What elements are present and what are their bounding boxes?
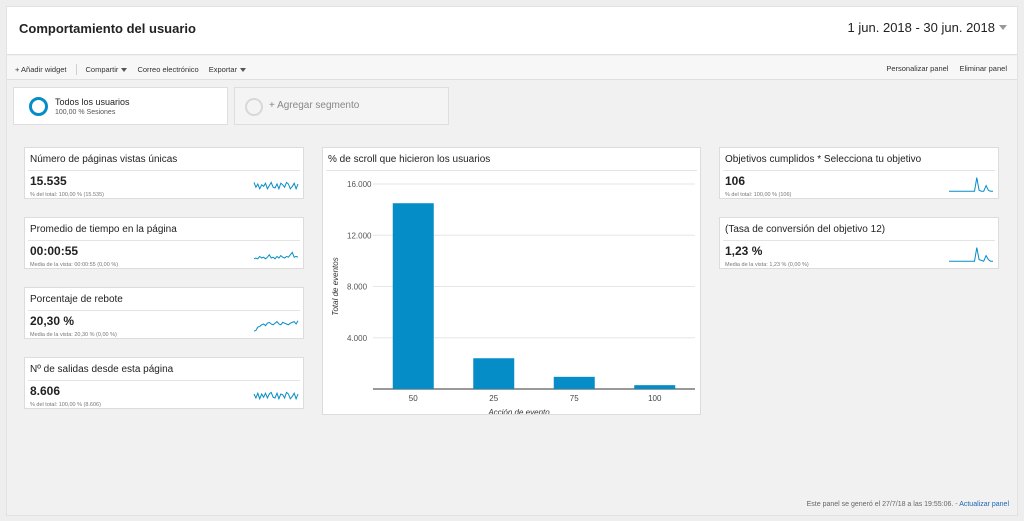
- segment-all-users[interactable]: Todos los usuarios 100,00 % Sesiones: [13, 87, 228, 125]
- scroll-chart-widget: % de scroll que hicieron los usuarios 50…: [322, 147, 701, 415]
- widget-title: Objetivos cumplidos * Selecciona tu obje…: [725, 154, 922, 165]
- y-axis-title: Total de eventos: [331, 257, 340, 315]
- widget-divider: [723, 170, 995, 171]
- email-button[interactable]: Correo electrónico: [137, 65, 199, 74]
- chevron-down-icon: [121, 68, 128, 73]
- bar-75: [553, 376, 595, 389]
- sparkline-series: [253, 251, 299, 260]
- widget-title: % de scroll que hicieron los usuarios: [328, 154, 491, 165]
- widget-divider: [28, 240, 300, 241]
- metric-widget: Porcentaje de rebote 20,30 % Media de la v…: [24, 287, 304, 339]
- chevron-down-icon: [240, 68, 247, 73]
- sparkline-series: [253, 320, 299, 332]
- date-range-label: 1 jun. 2018 - 30 jun. 2018: [847, 20, 995, 35]
- widget-title: Nº de salidas desde esta página: [30, 364, 174, 375]
- y-tick-label: 8.000: [347, 283, 368, 292]
- footer-text: Este panel se generó el 27/7/18 a las 19…: [806, 501, 958, 508]
- bar-chart: 50 25 75 100 4.000 8.000 12.000 16.000 Acción de…: [331, 180, 695, 414]
- sparkline-series: [253, 391, 299, 401]
- metric-subtext: Media de la vista: 1,23 % (0,00 %): [725, 262, 809, 268]
- toolbar-divider: [75, 64, 77, 75]
- metric-widget: Nº de salidas desde esta página 8.606 % de…: [24, 357, 304, 409]
- y-tick-label: 16.000: [347, 180, 372, 189]
- segment-detail: 100,00 % Sesiones: [55, 109, 116, 116]
- metric-value: 106: [725, 174, 746, 188]
- sparkline: [253, 181, 299, 191]
- sparkline-series: [949, 247, 993, 262]
- metric-value: 20,30 %: [30, 314, 75, 328]
- segment-ring-icon: [29, 97, 48, 116]
- export-label: Exportar: [208, 65, 238, 74]
- x-axis-title: Acción de evento: [487, 408, 550, 414]
- x-tick-label: 50: [409, 394, 418, 403]
- metric-value: 15.535: [30, 174, 67, 188]
- metric-subtext: Media de la vista: 20,30 % (0,00 %): [30, 332, 117, 338]
- bar-25: [473, 358, 515, 389]
- dashboard-page: Comportamiento del usuario 1 jun. 2018 -…: [6, 6, 1018, 516]
- sparkline-series: [253, 181, 299, 191]
- sparkline: [253, 320, 299, 332]
- widget-divider: [28, 380, 300, 381]
- metric-subtext: % del total: 100,00 % (8.606): [30, 402, 101, 408]
- widget-title: Número de páginas vistas únicas: [30, 154, 178, 165]
- export-button[interactable]: Exportar: [208, 65, 247, 74]
- widget-divider: [28, 170, 300, 171]
- share-label: Compartir: [85, 65, 119, 74]
- chevron-down-icon: [999, 25, 1007, 30]
- sparkline: [949, 247, 993, 262]
- page-title: Comportamiento del usuario: [19, 21, 196, 36]
- widget-title: (Tasa de conversión del objetivo 12): [725, 224, 886, 235]
- metric-widget: Número de páginas vistas únicas 15.535 % d…: [24, 147, 304, 199]
- add-segment-button[interactable]: + Agregar segmento: [234, 87, 449, 125]
- sparkline: [949, 177, 993, 192]
- x-tick-label: 100: [648, 394, 662, 403]
- widget-divider: [28, 310, 300, 311]
- metric-value: 1,23 %: [725, 244, 763, 258]
- sparkline-series: [949, 177, 993, 192]
- widget-title: Promedio de tiempo en la página: [30, 224, 177, 235]
- metric-subtext: % del total: 100,00 % (15.535): [30, 192, 104, 198]
- segment-name: Todos los usuarios: [55, 97, 130, 107]
- bar-50: [392, 203, 434, 389]
- footer: Este panel se generó el 27/7/18 a las 19…: [807, 501, 1009, 508]
- metric-subtext: Media de la vista: 00:00:55 (0,00 %): [30, 262, 119, 268]
- header: Comportamiento del usuario 1 jun. 2018 -…: [7, 7, 1017, 55]
- sparkline: [253, 391, 299, 401]
- y-tick-label: 4.000: [347, 334, 368, 343]
- customize-dashboard-button[interactable]: Personalizar panel: [886, 64, 949, 73]
- widget-divider: [326, 170, 697, 171]
- metric-subtext: % del total: 100,00 % (106): [725, 192, 792, 198]
- add-segment-label: + Agregar segmento: [269, 100, 360, 111]
- date-range-selector[interactable]: 1 jun. 2018 - 30 jun. 2018: [848, 20, 1007, 35]
- metric-value: 00:00:55: [30, 244, 79, 258]
- metric-widget: Objetivos cumplidos * Selecciona tu obje…: [719, 147, 999, 199]
- x-tick-label: 25: [489, 394, 498, 403]
- y-tick-label: 12.000: [347, 231, 372, 240]
- add-widget-button[interactable]: + Añadir widget: [15, 65, 67, 74]
- metric-value: 8.606: [30, 384, 61, 398]
- sparkline: [253, 251, 299, 260]
- bar-100: [634, 385, 676, 389]
- x-tick-label: 75: [570, 394, 579, 403]
- metric-widget: Promedio de tiempo en la página 00:00:55 M…: [24, 217, 304, 269]
- widget-title: Porcentaje de rebote: [30, 294, 123, 305]
- metric-widget: (Tasa de conversión del objetivo 12) 1,23…: [719, 217, 999, 269]
- toolbar: + Añadir widget Compartir Correo electró…: [7, 56, 1017, 80]
- share-button[interactable]: Compartir: [86, 65, 128, 74]
- empty-segment-icon: [245, 98, 263, 116]
- widget-divider: [723, 240, 995, 241]
- delete-dashboard-button[interactable]: Eliminar panel: [959, 64, 1007, 73]
- refresh-dashboard-link[interactable]: Actualizar panel: [959, 501, 1009, 508]
